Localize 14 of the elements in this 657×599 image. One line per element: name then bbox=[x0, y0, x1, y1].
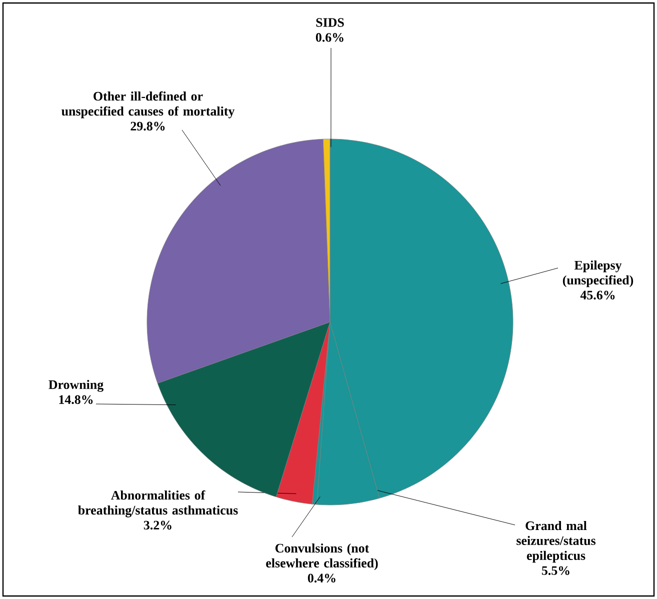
slice-label: Grand mal seizures/status epilepticus bbox=[516, 520, 596, 563]
slice-label: Drowning bbox=[48, 380, 104, 392]
slice-label: Convulsions (not elsewhere classified) bbox=[266, 543, 378, 570]
slice-label: SIDS bbox=[316, 18, 344, 27]
data-label: 29.8% bbox=[130, 122, 165, 131]
slice-label: Epilepsy (unspecified) bbox=[562, 260, 634, 288]
data-label: 45.6% bbox=[580, 290, 615, 300]
data-label: 0.4% bbox=[308, 574, 336, 583]
data-label: 5.5% bbox=[542, 566, 570, 575]
data-label: 0.6% bbox=[316, 33, 344, 42]
slice-label: Other ill-defined or unspecified causes of mortality bbox=[62, 91, 235, 118]
slice-label: Abnormalities of breathing/status asthmaticus bbox=[78, 490, 238, 518]
data-label: 14.8% bbox=[59, 395, 93, 404]
data-label: 3.2% bbox=[144, 520, 172, 530]
